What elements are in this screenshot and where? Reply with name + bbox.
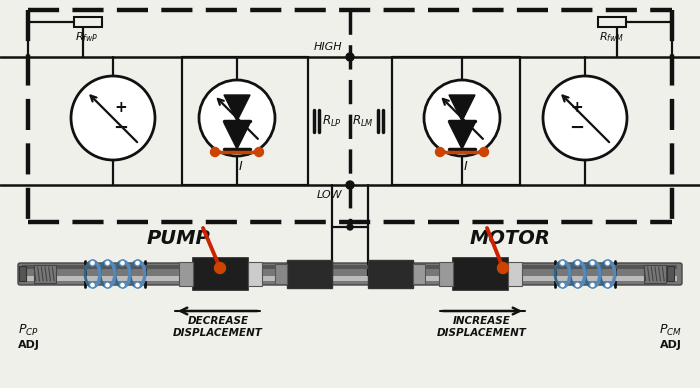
Circle shape	[211, 147, 220, 156]
Circle shape	[71, 76, 155, 160]
Polygon shape	[449, 95, 475, 121]
Bar	[598, 17, 626, 27]
Text: ADJ: ADJ	[18, 340, 40, 350]
Circle shape	[559, 282, 566, 288]
Bar	[644, 265, 666, 283]
Text: +: +	[115, 100, 127, 116]
Text: DECREASE
DISPLACEMENT: DECREASE DISPLACEMENT	[173, 316, 263, 338]
Circle shape	[134, 260, 141, 266]
Text: $R_{fwM}$: $R_{fwM}$	[599, 30, 624, 44]
Text: $R_{LM}$: $R_{LM}$	[352, 113, 374, 128]
Bar	[275, 264, 287, 284]
Bar	[34, 265, 56, 283]
Circle shape	[605, 260, 610, 266]
Polygon shape	[224, 95, 250, 121]
Text: $P_{CP}$: $P_{CP}$	[18, 322, 39, 338]
Circle shape	[559, 260, 566, 266]
Bar	[413, 264, 425, 284]
Circle shape	[346, 53, 354, 61]
Polygon shape	[224, 123, 250, 149]
Bar	[178, 262, 192, 286]
Bar	[508, 262, 522, 286]
Circle shape	[575, 260, 580, 266]
Bar	[368, 260, 413, 288]
Text: −: −	[113, 119, 129, 137]
Text: $R_{LP}$: $R_{LP}$	[322, 113, 342, 128]
FancyBboxPatch shape	[668, 267, 675, 282]
Bar	[193, 258, 248, 290]
Circle shape	[605, 282, 610, 288]
Text: $R_{fwP}$: $R_{fwP}$	[75, 30, 99, 44]
Bar	[438, 262, 452, 286]
Bar	[248, 262, 262, 286]
Text: −: −	[569, 119, 584, 137]
Text: ADJ: ADJ	[660, 340, 682, 350]
Polygon shape	[449, 123, 475, 149]
FancyBboxPatch shape	[18, 263, 682, 285]
Text: LOW: LOW	[316, 190, 342, 200]
Circle shape	[255, 147, 263, 156]
Bar	[452, 258, 507, 290]
Text: I: I	[464, 160, 468, 173]
Circle shape	[120, 260, 125, 266]
Circle shape	[575, 282, 580, 288]
Circle shape	[543, 76, 627, 160]
Circle shape	[104, 282, 111, 288]
Circle shape	[346, 181, 354, 189]
Text: $P_{CM}$: $P_{CM}$	[659, 322, 682, 338]
Circle shape	[589, 282, 596, 288]
Circle shape	[134, 282, 141, 288]
Text: I: I	[239, 160, 243, 173]
Text: PUMP: PUMP	[146, 229, 210, 248]
Circle shape	[589, 260, 596, 266]
Text: HIGH: HIGH	[314, 42, 342, 52]
Bar	[287, 260, 332, 288]
Circle shape	[120, 282, 125, 288]
Text: MOTOR: MOTOR	[470, 229, 550, 248]
Text: INCREASE
DISPLACEMENT: INCREASE DISPLACEMENT	[437, 316, 527, 338]
Bar	[74, 17, 102, 27]
Bar	[22, 265, 677, 269]
Circle shape	[480, 147, 489, 156]
Circle shape	[498, 263, 508, 274]
Text: +: +	[570, 100, 583, 116]
Bar	[22, 276, 677, 281]
Circle shape	[104, 260, 111, 266]
Circle shape	[214, 263, 225, 274]
Circle shape	[424, 80, 500, 156]
FancyBboxPatch shape	[20, 267, 27, 282]
Circle shape	[90, 260, 95, 266]
Circle shape	[435, 147, 444, 156]
Circle shape	[90, 282, 95, 288]
Circle shape	[347, 224, 353, 230]
Circle shape	[199, 80, 275, 156]
